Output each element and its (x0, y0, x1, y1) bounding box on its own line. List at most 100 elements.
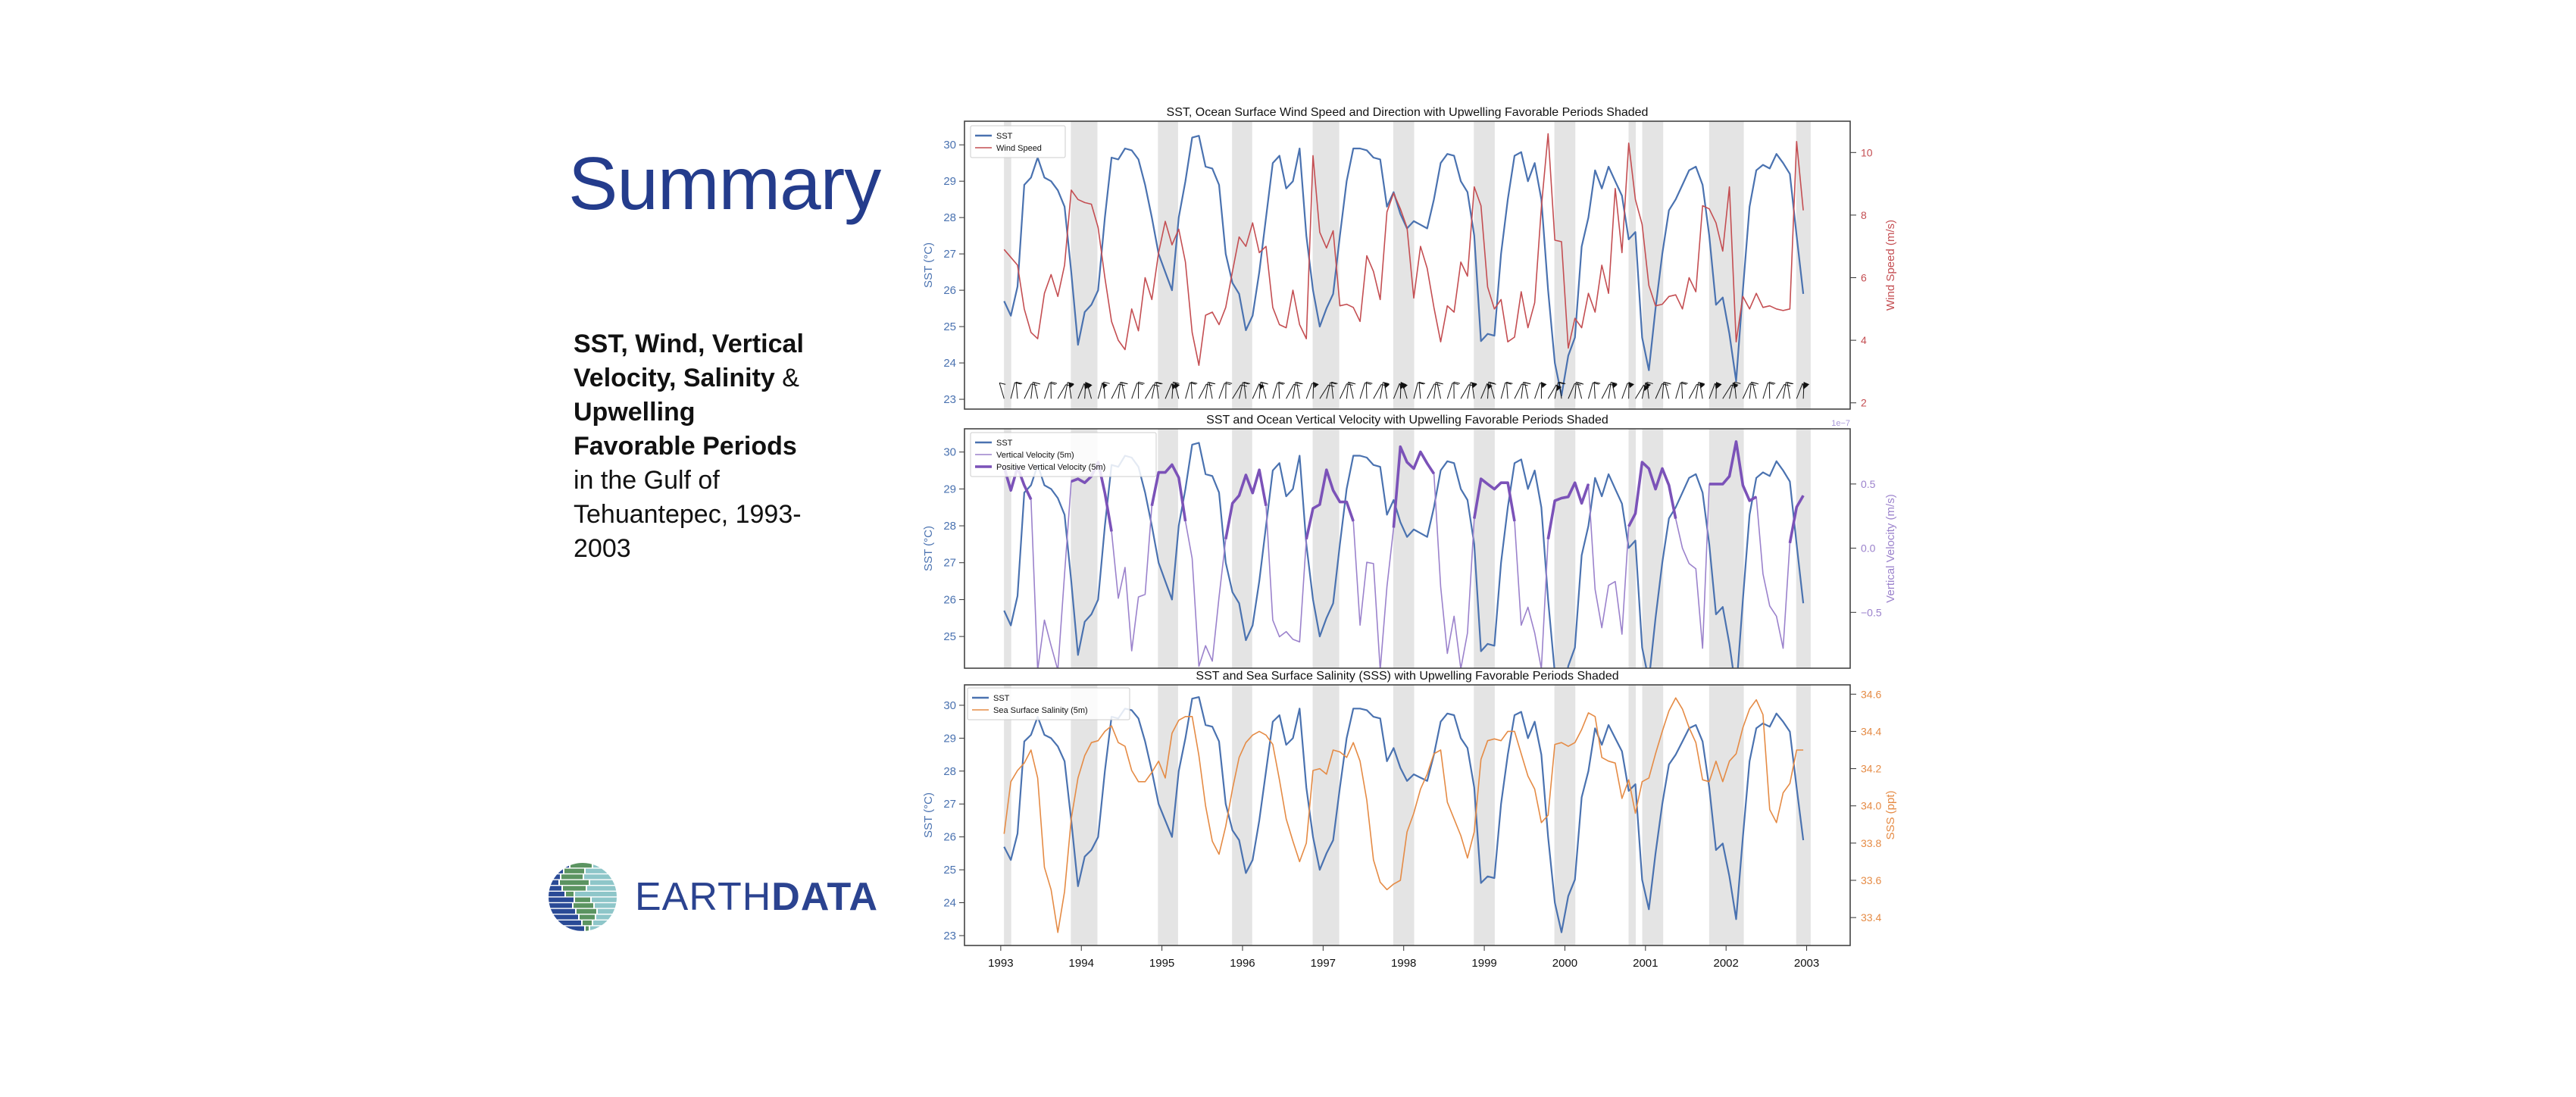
upwelling-shaded-period (1628, 429, 1637, 668)
x-axis-tick-label: 2003 (1794, 957, 1819, 970)
logo-stripe (571, 863, 592, 868)
left-axis-tick-label: 30 (943, 446, 956, 459)
wind-barb (1261, 382, 1268, 399)
upwelling-shaded-period (1628, 685, 1637, 945)
logo-text-earth: EARTH (635, 875, 772, 919)
upwelling-shaded-period (1071, 685, 1098, 945)
wind-barb (1681, 381, 1688, 399)
right-axis-tick-label: 0.5 (1861, 478, 1876, 490)
wind-barb (1190, 381, 1198, 399)
chart-panel-1: SST, Ocean Surface Wind Speed and Direct… (922, 106, 1897, 410)
upwelling-shaded-period (1004, 429, 1011, 668)
wind-barb (1490, 382, 1496, 399)
x-axis-tick-label: 1993 (988, 957, 1013, 970)
right-axis-tick-label: 2 (1861, 397, 1867, 409)
wind-barb (1050, 381, 1058, 399)
wind-barb (1243, 381, 1251, 399)
wind-barb (1699, 382, 1705, 399)
logo-stripe (566, 892, 574, 897)
right-axis-tick-label: −0.5 (1861, 606, 1882, 618)
right-axis-tick-label: 0.0 (1861, 542, 1876, 555)
upwelling-shaded-period (1312, 121, 1340, 409)
wind-barb (1524, 382, 1531, 399)
legend: SST Wind Speed (970, 125, 1066, 158)
upwelling-shaded-period (1796, 429, 1811, 668)
left-axis-tick-label: 27 (943, 798, 956, 811)
legend: SST Vertical Velocity (5m) Positive Vertic… (970, 432, 1157, 477)
series-line-positive-vertical-velocity (1224, 468, 1268, 540)
series-line-positive-vertical-velocity (1709, 440, 1757, 502)
left-axis-tick-label: 25 (943, 630, 956, 643)
wind-barb (1010, 382, 1021, 399)
logo-stripe (577, 908, 596, 914)
wind-barb (1174, 383, 1180, 399)
logo-wordmark: EARTHDATA (635, 874, 878, 920)
right-axis-tick-label: 34.0 (1861, 800, 1881, 812)
wind-barb (1086, 383, 1093, 399)
wind-barb (1155, 381, 1163, 399)
x-axis-tick-label: 2000 (1552, 957, 1577, 970)
upwelling-shaded-period (1474, 121, 1495, 409)
upwelling-shaded-period (1232, 685, 1252, 945)
upwelling-shaded-period (1071, 121, 1098, 409)
left-axis-tick-label: 30 (943, 139, 956, 152)
upwelling-shaded-period (1708, 685, 1744, 945)
wind-barb (1413, 382, 1424, 399)
left-axis-tick-label: 25 (943, 864, 956, 877)
right-axis-tick-label: 4 (1861, 334, 1867, 346)
left-axis-tick-label: 30 (943, 699, 956, 712)
upwelling-shaded-period (1393, 685, 1415, 945)
wind-barb (1742, 383, 1756, 399)
right-axis-tick-label: 34.6 (1861, 688, 1881, 700)
series-line-positive-vertical-velocity (1150, 463, 1187, 522)
subtitle-bold-1: SST, Wind, Vertical Velocity, Salinity (574, 330, 804, 392)
wind-barb (1296, 382, 1303, 399)
logo-stripe (549, 897, 574, 902)
upwelling-shaded-period (1158, 429, 1178, 668)
right-axis-label: SSS (ppt) (1884, 790, 1897, 839)
x-axis-tick-label: 2001 (1633, 957, 1658, 970)
upwelling-shaded-period (1796, 685, 1811, 945)
axes-frame (964, 120, 1851, 410)
wind-barb (1044, 383, 1056, 399)
upwelling-shaded-period (1554, 685, 1576, 945)
wind-barb (1171, 381, 1180, 399)
logo-stripe (598, 908, 617, 914)
left-axis-tick-label: 26 (943, 831, 956, 844)
left-axis-tick-label: 26 (943, 284, 956, 297)
logo-stripe (560, 880, 589, 885)
logo-stripe (587, 886, 617, 891)
x-axis-tick-label: 2002 (1714, 957, 1739, 970)
logo-stripe (563, 886, 586, 891)
logo-stripe (549, 892, 564, 897)
wind-barb (1218, 383, 1231, 399)
series-line-sst (1003, 135, 1805, 397)
wind-barb (1272, 382, 1284, 399)
upwelling-shaded-period (1554, 429, 1576, 668)
wind-barb (1471, 382, 1477, 399)
left-axis-tick-label: 23 (943, 930, 956, 942)
logo-stripe (574, 903, 593, 908)
wind-barb (1365, 381, 1373, 399)
wind-barb (1278, 381, 1285, 399)
wind-barb (1675, 382, 1687, 399)
left-axis-tick-label: 27 (943, 248, 956, 261)
logo-stripe (561, 874, 583, 880)
wind-barb (1208, 382, 1216, 399)
wind-barb (1577, 382, 1584, 399)
left-axis-tick-label: 27 (943, 557, 956, 570)
left-axis-tick-label: 26 (943, 593, 956, 606)
wind-barb (1768, 381, 1776, 399)
wind-barb (1097, 383, 1108, 399)
logo-stripe (549, 903, 572, 908)
upwelling-shaded-period (1232, 429, 1252, 668)
legend-label: Wind Speed (996, 144, 1042, 153)
upwelling-shaded-period (1312, 685, 1340, 945)
x-axis-tick-label: 1994 (1069, 957, 1094, 970)
series-line-positive-vertical-velocity (1473, 477, 1516, 522)
wind-barb (1436, 382, 1443, 399)
legend-label: Positive Vertical Velocity (5m) (996, 463, 1105, 472)
logo-stripe (575, 892, 617, 897)
upwelling-shaded-period (1642, 685, 1664, 945)
